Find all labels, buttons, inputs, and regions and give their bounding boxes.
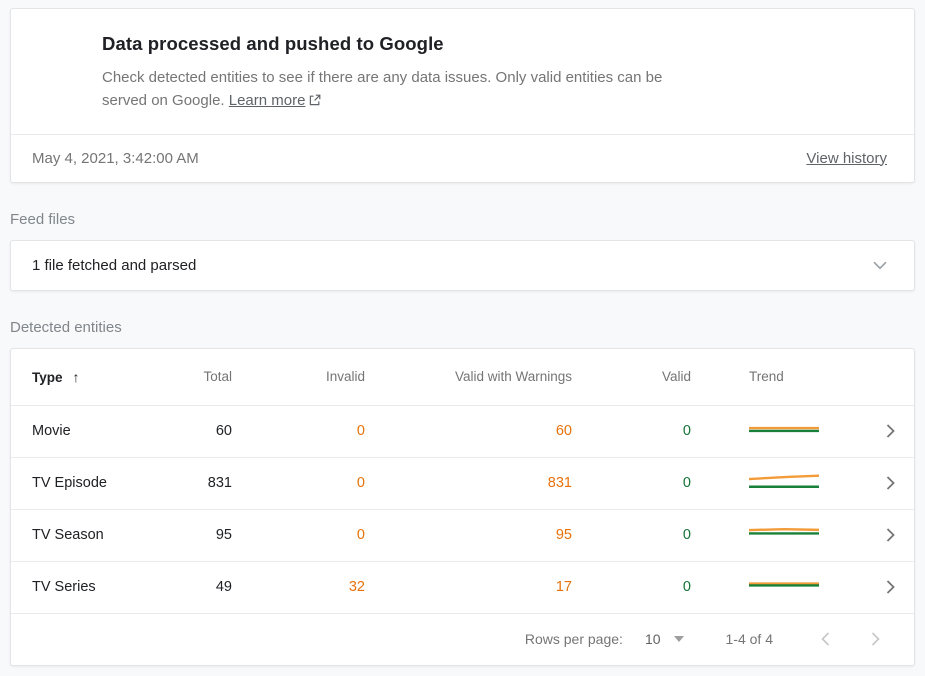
status-card-footer: May 4, 2021, 3:42:00 AM View history bbox=[11, 133, 914, 182]
entity-type: TV Episode bbox=[32, 475, 107, 491]
chevron-right-icon bbox=[886, 580, 895, 594]
check-icon bbox=[45, 48, 63, 63]
row-detail-chevron[interactable] bbox=[872, 476, 896, 490]
entity-row-tv-season[interactable]: TV Season 95 0 95 0 bbox=[11, 510, 914, 562]
entity-valid-with-warnings-count: 60 bbox=[555, 423, 572, 439]
chevron-down-icon bbox=[873, 257, 887, 274]
entity-invalid-count: 0 bbox=[356, 475, 365, 491]
pagination-range-label: 1-4 of 4 bbox=[725, 631, 773, 647]
status-description: Check detected entities to see if there … bbox=[102, 66, 702, 114]
last-processed-timestamp: May 4, 2021, 3:42:00 AM bbox=[32, 149, 199, 167]
trend-sparkline bbox=[748, 474, 820, 488]
previous-page-button[interactable] bbox=[813, 627, 837, 651]
table-header-row: Type ↑ Total Invalid Valid with Warnings … bbox=[11, 349, 914, 406]
trend-wrap bbox=[749, 573, 819, 601]
entity-valid-count: 0 bbox=[682, 579, 691, 595]
column-header-type-label: Type bbox=[32, 369, 63, 385]
trend-wrap bbox=[749, 417, 819, 445]
trend-sparkline bbox=[749, 426, 819, 433]
entity-total: 95 bbox=[215, 527, 232, 543]
success-check-circle-icon bbox=[32, 33, 76, 77]
row-detail-chevron[interactable] bbox=[872, 528, 896, 542]
open-in-new-icon bbox=[309, 90, 321, 113]
entities-table-body: Movie 60 0 60 0 TV Episode 831 0 831 0 TV Season 95… bbox=[11, 406, 914, 614]
status-title: Data processed and pushed to Google bbox=[102, 33, 444, 54]
entity-valid-count: 0 bbox=[682, 423, 691, 439]
entity-row-movie[interactable]: Movie 60 0 60 0 bbox=[11, 406, 914, 458]
entity-trend-cell bbox=[749, 417, 859, 445]
status-card: Data processed and pushed to Google Chec… bbox=[10, 8, 915, 183]
entity-valid-count: 0 bbox=[682, 475, 691, 491]
status-description-text: Check detected entities to see if there … bbox=[102, 69, 663, 110]
chevron-left-icon bbox=[820, 632, 829, 646]
entity-row-tv-episode[interactable]: TV Episode 831 0 831 0 bbox=[11, 458, 914, 510]
entity-valid-with-warnings-count: 17 bbox=[555, 579, 572, 595]
chevron-right-icon bbox=[886, 476, 895, 490]
entity-invalid-count: 32 bbox=[348, 579, 365, 595]
entity-trend-cell bbox=[748, 469, 859, 497]
rows-per-page-value: 10 bbox=[644, 631, 661, 647]
entity-invalid-count: 0 bbox=[356, 527, 365, 543]
entity-trend-cell bbox=[749, 573, 859, 601]
status-card-main: Data processed and pushed to Google Chec… bbox=[11, 9, 914, 134]
feed-files-section-label: Feed files bbox=[10, 210, 76, 228]
column-header-valid-with-warnings[interactable]: Valid with Warnings bbox=[454, 369, 572, 384]
trend-wrap bbox=[748, 521, 820, 549]
view-history-link[interactable]: View history bbox=[806, 149, 887, 167]
chevron-right-icon bbox=[871, 632, 880, 646]
entity-type: TV Season bbox=[32, 527, 104, 543]
chevron-right-icon bbox=[886, 424, 895, 438]
trend-wrap bbox=[748, 469, 820, 497]
chevron-right-icon bbox=[886, 528, 895, 542]
status-text: Data processed and pushed to Google Chec… bbox=[102, 31, 892, 114]
rows-per-page-select[interactable]: 10 bbox=[645, 631, 684, 647]
detected-entities-table: Type ↑ Total Invalid Valid with Warnings … bbox=[10, 347, 915, 666]
feed-files-expander[interactable]: 1 file fetched and parsed bbox=[10, 239, 915, 291]
sort-ascending-icon: ↑ bbox=[72, 368, 80, 385]
entity-total: 49 bbox=[215, 579, 232, 595]
column-header-invalid[interactable]: Invalid bbox=[325, 369, 365, 384]
learn-more-link[interactable]: Learn more bbox=[229, 92, 322, 109]
table-pagination: Rows per page: 10 1-4 of 4 bbox=[11, 614, 914, 665]
entity-total: 831 bbox=[207, 475, 232, 491]
row-detail-chevron[interactable] bbox=[872, 580, 896, 594]
column-header-total[interactable]: Total bbox=[203, 369, 232, 384]
entity-type: Movie bbox=[32, 423, 71, 439]
column-header-valid[interactable]: Valid bbox=[661, 369, 691, 384]
entity-total: 60 bbox=[215, 423, 232, 439]
trend-sparkline bbox=[748, 527, 820, 535]
entity-invalid-count: 0 bbox=[356, 423, 365, 439]
row-detail-chevron[interactable] bbox=[872, 424, 896, 438]
column-header-type[interactable]: Type ↑ bbox=[32, 369, 182, 385]
entity-valid-count: 0 bbox=[682, 527, 691, 543]
next-page-button[interactable] bbox=[863, 627, 887, 651]
entity-trend-cell bbox=[748, 521, 859, 549]
rows-per-page-label: Rows per page: bbox=[524, 631, 623, 647]
learn-more-label: Learn more bbox=[228, 92, 306, 110]
entity-type: TV Series bbox=[32, 579, 96, 595]
entity-valid-with-warnings-count: 95 bbox=[555, 527, 572, 543]
detected-entities-section-label: Detected entities bbox=[10, 318, 122, 336]
dropdown-arrow-icon bbox=[673, 636, 684, 642]
trend-sparkline bbox=[749, 582, 819, 587]
entity-row-tv-series[interactable]: TV Series 49 32 17 0 bbox=[11, 562, 914, 614]
feed-files-summary: 1 file fetched and parsed bbox=[32, 256, 197, 274]
column-header-trend: Trend bbox=[749, 369, 784, 384]
entity-valid-with-warnings-count: 831 bbox=[547, 475, 572, 491]
